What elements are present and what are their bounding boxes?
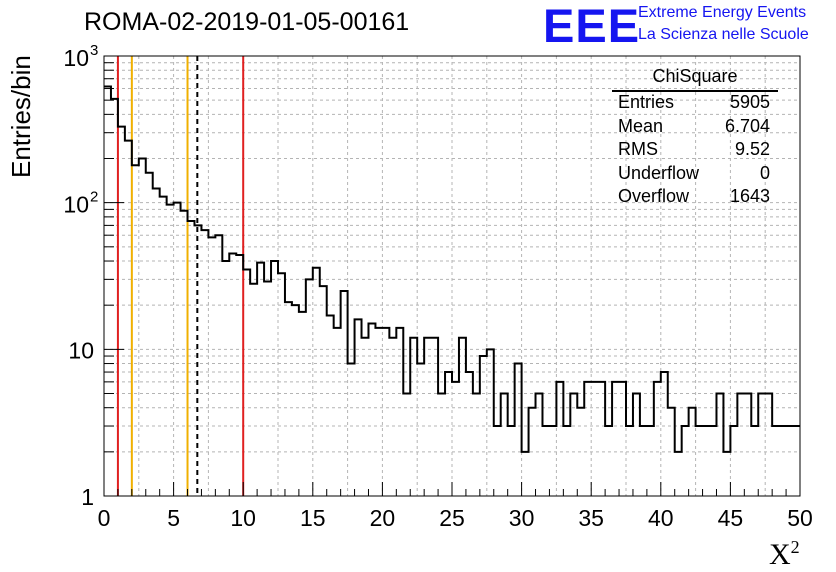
- stats-label: Underflow: [618, 162, 700, 183]
- y-tick-label: 10: [68, 337, 94, 363]
- stats-separator: [612, 90, 778, 92]
- histogram-step-line: [104, 85, 800, 453]
- x-tick-label: 45: [718, 505, 744, 531]
- x-axis-label-base: X: [769, 538, 791, 571]
- stats-rows: Entries 5905 Mean 6.704 RMS 9.52 Underflow 0 Ove…: [612, 91, 778, 209]
- stats-row: Underflow 0: [612, 162, 778, 186]
- y-tick-label: 10: [63, 192, 89, 218]
- stats-label: Entries: [618, 92, 675, 112]
- x-axis-label: X2: [769, 537, 800, 572]
- x-tick-label: 40: [648, 505, 674, 531]
- y-tick-exponent: 3: [90, 42, 98, 59]
- x-axis-label-superscript: 2: [790, 537, 800, 557]
- stats-value: 5905: [729, 92, 770, 112]
- stats-label: Overflow: [618, 186, 690, 206]
- stats-row: Mean 6.704: [612, 115, 778, 139]
- x-tick-label: 25: [439, 505, 465, 531]
- x-tick-labels: 0 5 10 15 20 25 30 35 40 45 50: [98, 505, 813, 531]
- histogram-series: [104, 85, 800, 453]
- logo-line-1: Extreme Energy Events: [638, 4, 807, 21]
- x-tick-label: 0: [98, 505, 111, 531]
- stats-row: RMS 9.52: [612, 138, 778, 162]
- stats-value: 9.52: [734, 139, 770, 159]
- stats-box: ChiSquare Entries 5905 Mean 6.704 RMS 9.52 Und…: [612, 66, 778, 209]
- stats-value: 1643: [729, 186, 770, 206]
- x-tick-label: 35: [578, 505, 604, 531]
- chart-title: ROMA-02-2019-01-05-00161: [84, 8, 410, 36]
- x-tick-label: 5: [167, 505, 180, 531]
- y-tick-label: 10: [63, 45, 89, 71]
- x-tick-label: 20: [370, 505, 396, 531]
- axis-ticks: [103, 55, 801, 497]
- y-tick-exponent: 2: [90, 189, 98, 206]
- stats-label: Mean: [618, 115, 664, 136]
- stats-row: Overflow 1643: [612, 185, 778, 209]
- stats-row: Entries 5905: [612, 91, 778, 115]
- stats-box-name: ChiSquare: [652, 66, 738, 86]
- x-tick-label: 50: [787, 505, 813, 531]
- reference-lines: [116, 56, 245, 496]
- stats-value: 0: [759, 162, 770, 183]
- y-axis-label: Entries/bin: [6, 55, 36, 178]
- x-tick-label: 10: [230, 505, 256, 531]
- stats-value: 6.704: [724, 115, 770, 136]
- logo-line-2: La Scienza nelle Scuole: [638, 26, 809, 43]
- stats-label: RMS: [618, 139, 658, 159]
- x-tick-label: 30: [509, 505, 535, 531]
- x-tick-label: 15: [300, 505, 326, 531]
- eee-logo: EEE: [543, 0, 641, 52]
- y-tick-label: 1: [81, 484, 94, 510]
